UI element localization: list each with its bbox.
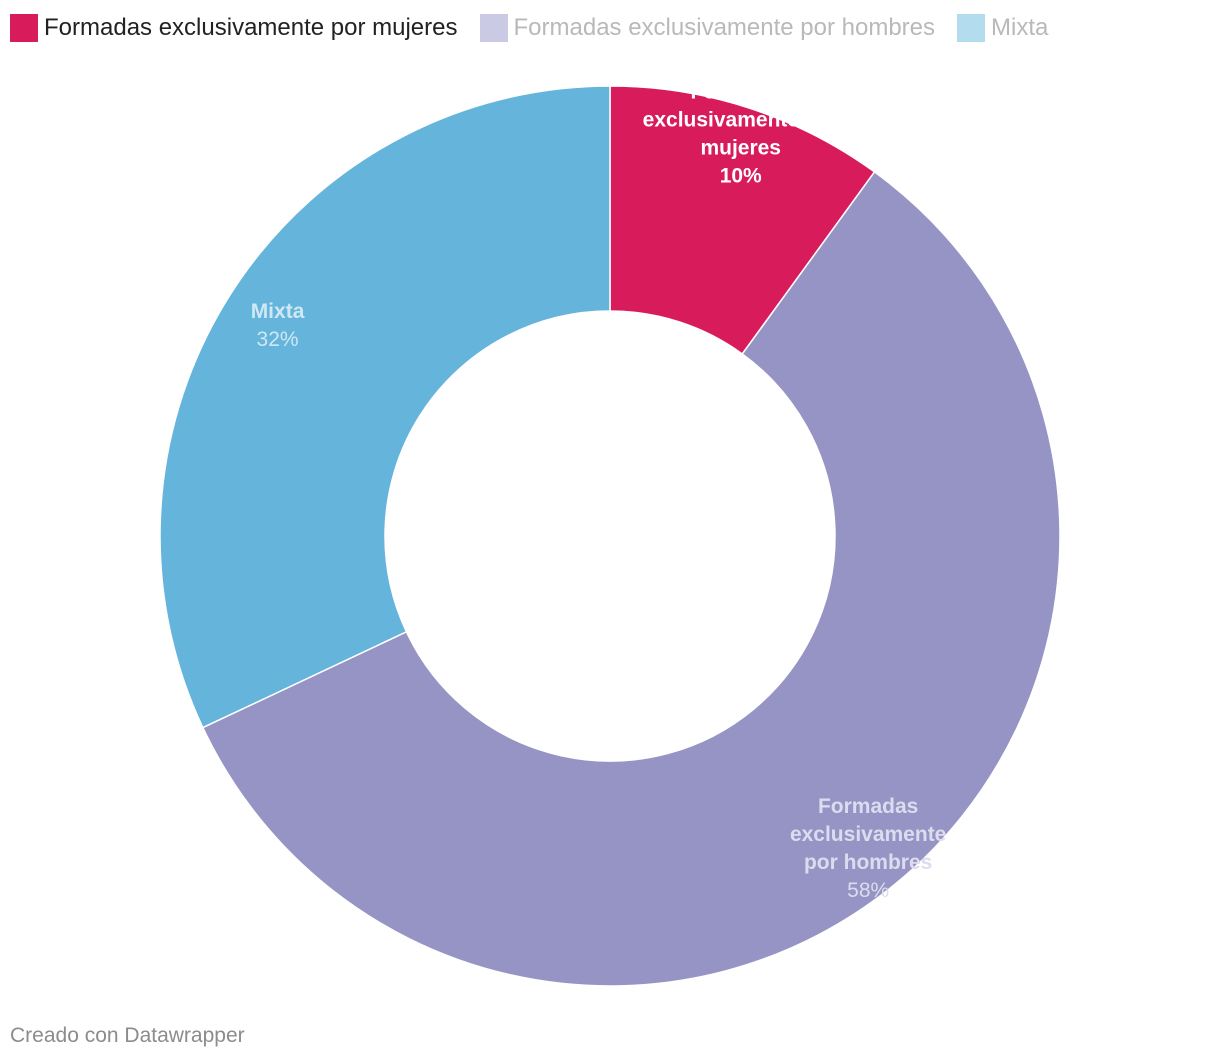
slice-label-hombres: Formadas exclusivamente por hombres 58%: [790, 795, 946, 902]
slice-label-mujeres: Formadas exclusivamente por mujeres 10%: [643, 81, 839, 188]
slice-label-name-mujeres: Formadas: [691, 81, 791, 104]
legend-item-mujeres[interactable]: Formadas exclusivamente por mujeres: [10, 12, 458, 44]
slice-label-mixta: Mixta 32%: [251, 300, 305, 351]
legend-item-mixta[interactable]: Mixta: [957, 12, 1048, 44]
legend-swatch-mujeres: [10, 14, 38, 42]
chart-legend: Formadas exclusivamente por mujeres Forma…: [10, 12, 1048, 44]
legend-swatch-mixta: [957, 14, 986, 42]
legend-label-hombres: Formadas exclusivamente por hombres: [513, 14, 936, 41]
slice-label-name-hombres: por hombres: [804, 851, 932, 874]
legend-swatch-hombres: [479, 14, 508, 42]
slice-label-value-mixta: 32%: [257, 328, 299, 351]
slice-label-name-mujeres: mujeres: [700, 137, 781, 160]
slice-hombres[interactable]: [201, 170, 1061, 987]
legend-label-mujeres: Formadas exclusivamente por mujeres: [44, 14, 458, 41]
donut-slices: [159, 85, 1061, 987]
legend-label-mixta: Mixta: [991, 14, 1049, 41]
slice-mixta[interactable]: [159, 85, 611, 729]
credit-footer: Creado con Datawrapper: [10, 1024, 245, 1047]
slice-label-name-hombres: exclusivamente: [790, 823, 946, 846]
slice-label-name-mixta: Mixta: [251, 300, 305, 323]
slice-label-value-mujeres: 10%: [720, 165, 762, 188]
slice-label-name-mujeres: exclusivamente por: [643, 109, 839, 132]
legend-item-hombres[interactable]: Formadas exclusivamente por hombres: [479, 12, 936, 44]
slice-label-value-hombres: 58%: [847, 879, 889, 902]
slice-label-name-hombres: Formadas: [818, 795, 918, 818]
